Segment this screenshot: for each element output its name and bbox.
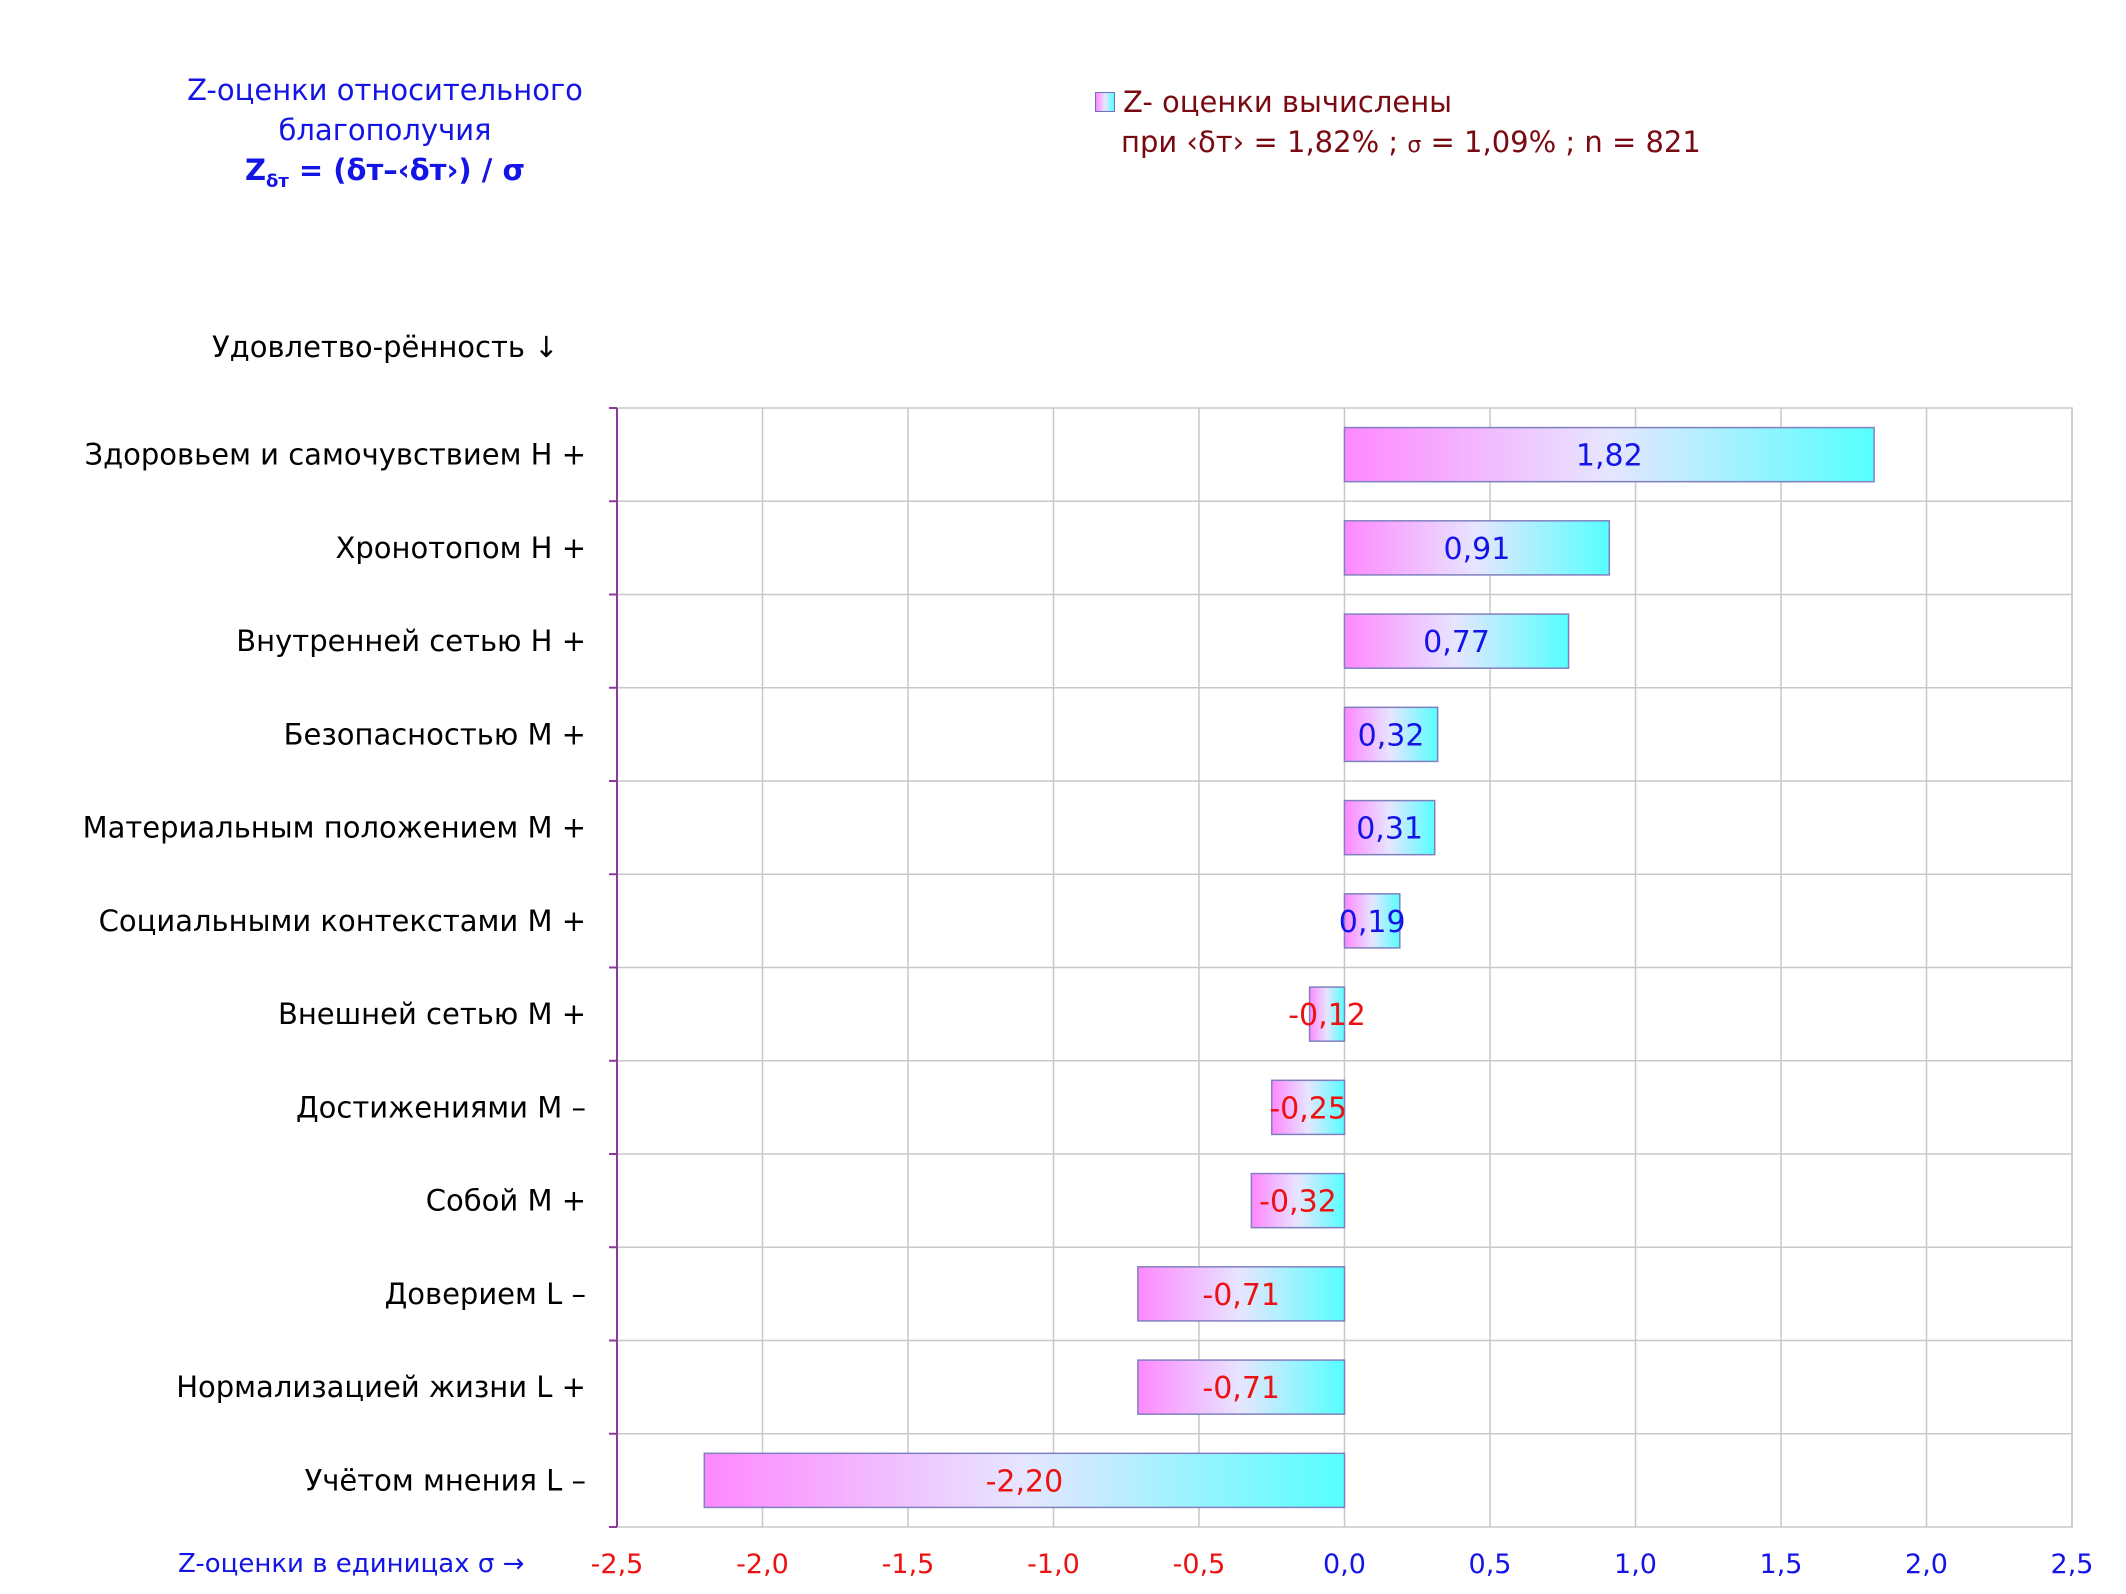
bar (1137, 1359, 1346, 1415)
x-tick-label: -0,5 (1173, 1549, 1226, 1580)
category-label: Внутренней сетью Н + (236, 624, 586, 658)
data-label: 0,31 (1356, 812, 1423, 847)
x-tick-labels: -2,5 -2,0 -1,5 -1,0 -0,5 0,0 0,5 1,0 1,5 2,0 2,5 (591, 1549, 2094, 1580)
bar (1343, 520, 1611, 576)
x-tick-label: -1,5 (882, 1549, 935, 1580)
x-tick-label: 0,5 (1469, 1549, 1512, 1580)
data-label: -0,71 (1202, 1278, 1280, 1313)
category-label: Хронотопом Н + (336, 531, 586, 565)
legend-line-1: Z- оценки вычислены (1123, 85, 1453, 119)
category-label: Достижениями М – (296, 1090, 586, 1124)
category-label: Учётом мнения L – (305, 1463, 586, 1497)
x-tick-label: 1,5 (1760, 1549, 1803, 1580)
data-label: -0,12 (1288, 998, 1366, 1033)
formula-sub: δт (265, 170, 289, 192)
bar (1343, 613, 1570, 669)
bar (1137, 1266, 1346, 1322)
legend-line-2a: при ‹δт› = 1,82% ; (1121, 125, 1408, 159)
data-label: -0,25 (1269, 1091, 1347, 1126)
chart-title: Z-оценки относительного благополучия Zδт… (150, 70, 620, 202)
data-label: 0,32 (1358, 718, 1425, 753)
title-line-1: Z-оценки относительного (187, 73, 583, 107)
grid (609, 407, 2073, 1528)
data-label: -2,20 (986, 1464, 1064, 1499)
bars: 1,82 0,91 0,77 0,32 0,31 0,19 -0,12 -0,25 -0,32 -… (703, 426, 1875, 1509)
x-tick-label: -2,0 (736, 1549, 789, 1580)
category-label: Социальными контекстами М + (99, 904, 586, 938)
category-header: Удовлетво-рённость ↓ (212, 330, 559, 364)
x-tick-label: 2,5 (2051, 1549, 2094, 1580)
title-formula: Zδт = (δт–‹δт›) / σ (150, 150, 620, 202)
x-axis-caption: Z-оценки в единицах σ → (178, 1549, 525, 1579)
category-label: Собой М + (426, 1184, 586, 1218)
legend-line-2b: = 1,09% ; n = 821 (1421, 125, 1701, 159)
data-label: 0,19 (1339, 905, 1406, 940)
bar (1308, 986, 1346, 1042)
x-tick-label: 2,0 (1905, 1549, 1948, 1580)
bar (1250, 1172, 1346, 1229)
data-label: 1,82 (1576, 439, 1643, 474)
legend-sigma: σ (1407, 133, 1422, 158)
bar (703, 1452, 1346, 1509)
bar (1271, 1079, 1346, 1136)
bar (1343, 426, 1875, 483)
x-tick-label: -1,0 (1027, 1549, 1080, 1580)
formula-body: = (δт–‹δт›) / σ (288, 153, 526, 187)
category-label: Безопасностью М + (284, 717, 586, 751)
x-tick-label: 0,0 (1323, 1549, 1366, 1580)
x-tick-label: 1,0 (1614, 1549, 1657, 1580)
data-label: 0,77 (1423, 625, 1490, 660)
legend: Z- оценки вычислены при ‹δт› = 1,82% ; σ… (1095, 82, 1701, 166)
category-label: Доверием L – (385, 1277, 586, 1311)
category-label: Материальным положением М + (83, 811, 586, 845)
legend-swatch (1095, 92, 1115, 112)
x-tick-label: -2,5 (591, 1549, 644, 1580)
data-label: -0,32 (1259, 1185, 1337, 1220)
category-label: Нормализацией жизни L + (176, 1370, 586, 1404)
title-line-2: благополучия (278, 113, 492, 147)
formula-z: Z (244, 153, 266, 187)
data-label: -0,71 (1202, 1371, 1280, 1406)
bar (1343, 893, 1401, 949)
category-label: Внешней сетью М + (278, 997, 586, 1031)
bar (1343, 799, 1436, 856)
category-labels: Здоровьем и самочувствием Н + Хронотопом … (83, 438, 586, 1498)
category-label: Здоровьем и самочувствием Н + (85, 438, 586, 472)
bar (1343, 706, 1439, 763)
data-label: 0,91 (1444, 532, 1511, 567)
